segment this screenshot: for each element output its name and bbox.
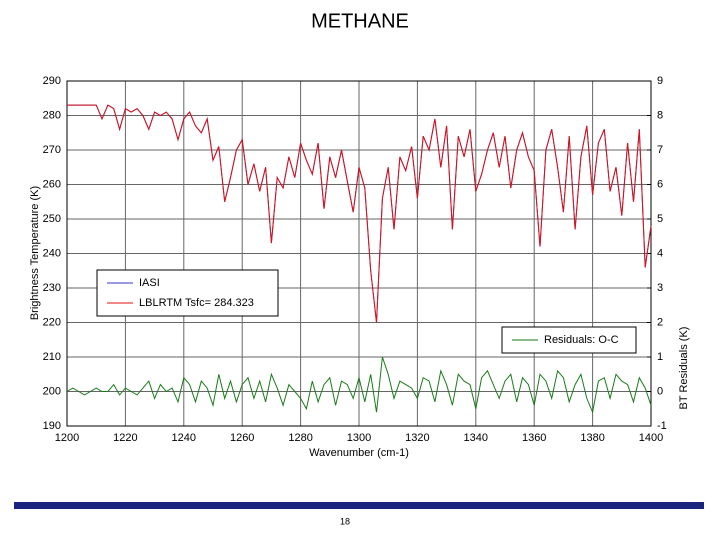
y-tick-label: 220 — [43, 316, 61, 328]
y2-tick-label: 9 — [657, 75, 663, 87]
series-line — [66, 356, 652, 414]
x-tick-label: 1280 — [288, 432, 312, 444]
x-tick-label: 1320 — [405, 432, 429, 444]
series-line — [67, 104, 652, 323]
x-tick-label: 1360 — [522, 432, 546, 444]
y-tick-label: 290 — [43, 75, 61, 87]
y2-tick-label: 1 — [657, 351, 663, 363]
chart-title: METHANE — [311, 10, 409, 32]
y2-tick-label: 5 — [657, 213, 663, 225]
legend-label: LBLRTM Tsfc= 284.323 — [139, 297, 254, 309]
x-tick-label: 1220 — [113, 432, 137, 444]
y2-tick-label: 8 — [657, 109, 663, 121]
x-axis-label: Wavenumber (cm-1) — [309, 447, 409, 459]
y-tick-label: 280 — [43, 109, 61, 121]
y2-tick-label: 6 — [657, 178, 663, 190]
y-tick-label: 270 — [43, 144, 61, 156]
y2-tick-label: 0 — [657, 385, 663, 397]
y-tick-label: 250 — [43, 213, 61, 225]
y-tick-label: 190 — [43, 420, 61, 432]
footer-bar — [14, 502, 704, 509]
y-axis-label: Brightness Temperature (K) — [29, 186, 41, 320]
page-number: 18 — [340, 516, 350, 526]
y-tick-label: 210 — [43, 351, 61, 363]
x-tick-label: 1400 — [639, 432, 663, 444]
x-tick-label: 1200 — [55, 432, 79, 444]
y-tick-label: 230 — [43, 282, 61, 294]
x-tick-label: 1300 — [347, 432, 371, 444]
x-tick-label: 1340 — [464, 432, 488, 444]
x-tick-label: 1260 — [230, 432, 254, 444]
y2-tick-label: 4 — [657, 247, 663, 259]
y2-tick-label: 2 — [657, 316, 663, 328]
y2-tick-label: 3 — [657, 282, 663, 294]
y-tick-label: 260 — [43, 178, 61, 190]
legend-label: Residuals: O-C — [544, 334, 619, 346]
y2-axis-label: BT Residuals (K) — [678, 327, 690, 410]
x-tick-label: 1240 — [172, 432, 196, 444]
plot-frame — [66, 80, 652, 427]
x-tick-label: 1380 — [580, 432, 604, 444]
y2-tick-label: -1 — [657, 420, 667, 432]
legend-label: IASI — [139, 277, 160, 289]
y-tick-label: 200 — [43, 385, 61, 397]
y-tick-label: 240 — [43, 247, 61, 259]
legend-box — [96, 269, 279, 317]
y2-tick-label: 7 — [657, 144, 663, 156]
